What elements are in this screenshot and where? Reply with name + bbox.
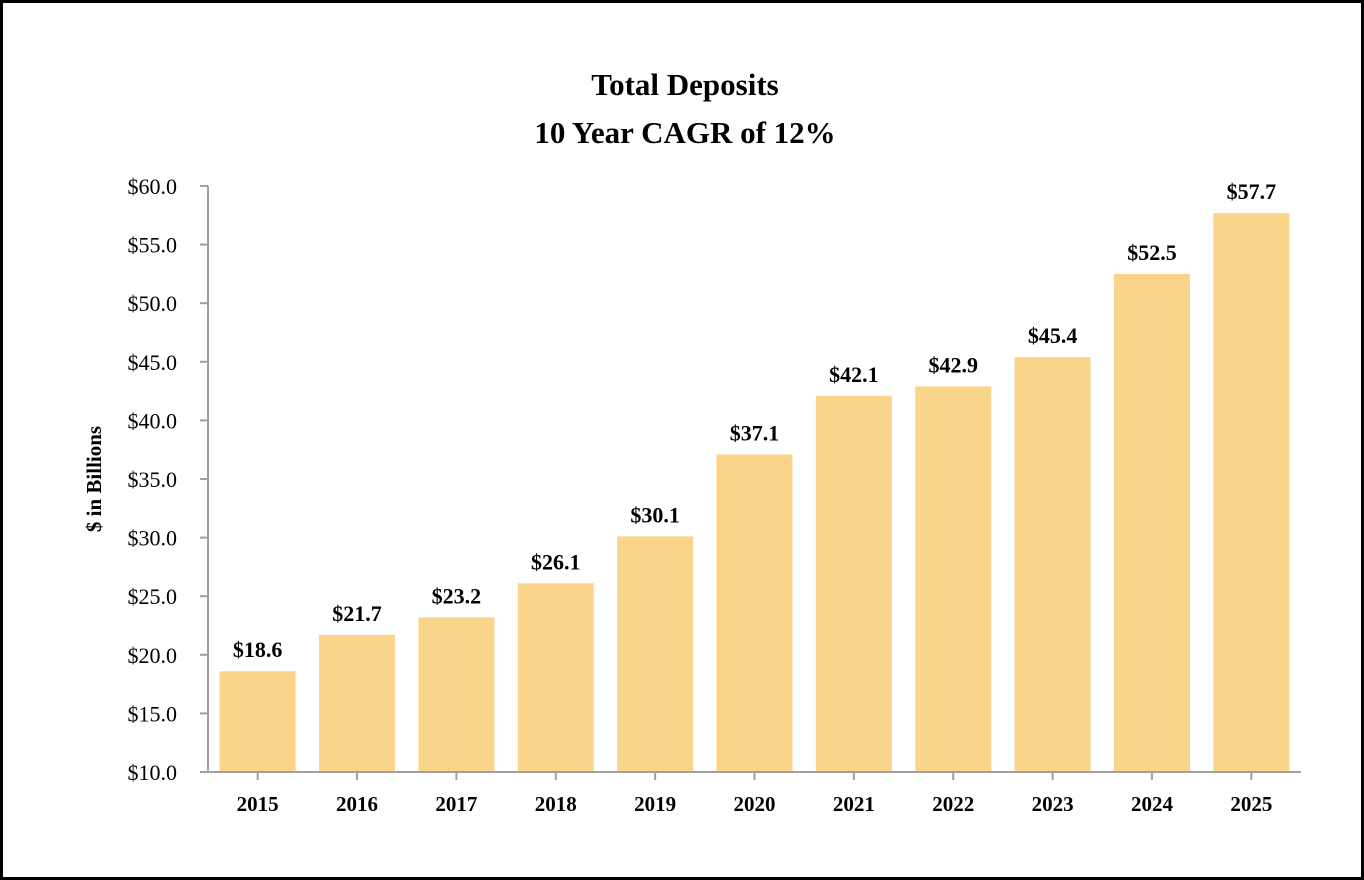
data-label-2017: $23.2 (432, 583, 482, 608)
y-tick-label: $15.0 (128, 701, 178, 726)
y-tick-label: $40.0 (128, 408, 178, 433)
y-tick-label: $45.0 (128, 350, 178, 375)
x-tick-label-2018: 2018 (535, 792, 577, 816)
x-tick-label-2019: 2019 (634, 792, 676, 816)
chart-subtitle: 10 Year CAGR of 12% (534, 115, 835, 150)
y-tick-label: $25.0 (128, 584, 178, 609)
chart-title: Total Deposits (591, 67, 778, 102)
data-label-2023: $45.4 (1028, 323, 1078, 348)
x-tick-label-2020: 2020 (734, 792, 776, 816)
data-label-2022: $42.9 (928, 352, 978, 377)
bar-2017 (418, 617, 495, 772)
data-label-2015: $18.6 (233, 637, 283, 662)
x-tick-label-2022: 2022 (932, 792, 974, 816)
x-tick-label-2021: 2021 (833, 792, 875, 816)
bar-2025 (1213, 212, 1290, 772)
x-tick-label-2023: 2023 (1032, 792, 1074, 816)
bar-2019 (617, 536, 694, 772)
y-tick-label: $10.0 (128, 760, 178, 785)
x-tick-label-2017: 2017 (435, 792, 477, 816)
x-tick-label-2025: 2025 (1230, 792, 1272, 816)
y-tick-label: $55.0 (128, 233, 178, 258)
bar-2016 (319, 634, 396, 772)
bar-2015 (219, 671, 296, 772)
data-label-2016: $21.7 (332, 601, 382, 626)
bar-chart: Total Deposits 10 Year CAGR of 12% $ in … (82, 67, 1301, 816)
x-tick-label-2016: 2016 (336, 792, 378, 816)
y-tick-label: $20.0 (128, 643, 178, 668)
x-tick-label-2024: 2024 (1131, 792, 1174, 816)
data-label-2020: $37.1 (730, 420, 780, 445)
bar-2020 (716, 454, 793, 772)
y-tick-label: $50.0 (128, 291, 178, 316)
y-axis-label: $ in Billions (82, 426, 106, 532)
y-tick-label: $35.0 (128, 467, 178, 492)
data-label-2019: $30.1 (630, 502, 680, 527)
bar-2024 (1113, 273, 1190, 772)
data-label-2025: $57.7 (1227, 179, 1277, 204)
data-label-2021: $42.1 (829, 362, 879, 387)
bar-2022 (915, 386, 992, 772)
y-tick-label: $60.0 (128, 174, 178, 199)
data-label-2024: $52.5 (1127, 240, 1177, 265)
data-label-2018: $26.1 (531, 549, 581, 574)
bar-2018 (517, 583, 594, 772)
x-tick-label-2015: 2015 (237, 792, 279, 816)
bar-2021 (815, 395, 892, 772)
y-tick-label: $30.0 (128, 526, 178, 551)
bar-2023 (1014, 357, 1091, 772)
